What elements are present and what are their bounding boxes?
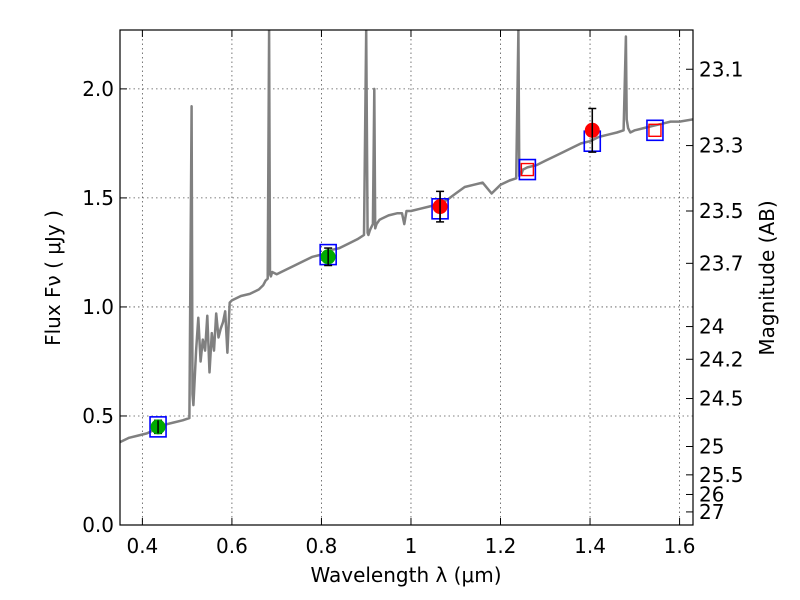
right-tick-label: 23.3	[699, 134, 744, 158]
model-square-marker	[646, 119, 664, 142]
model-square-marker	[149, 416, 167, 438]
right-tick-label: 25	[699, 434, 724, 458]
grid-lines	[120, 30, 693, 526]
spectrum-line	[120, 30, 693, 444]
y-tick-label: 1.5	[82, 186, 114, 210]
x-tick-label: 1	[405, 534, 418, 558]
x-tick-label: 0.6	[216, 534, 248, 558]
y-tick-label: 1.0	[82, 295, 114, 319]
y-tick-label: 0.0	[82, 513, 114, 537]
right-tick-label: 27	[699, 500, 724, 524]
right-tick-label: 25.5	[699, 463, 744, 487]
right-tick-label: 24.5	[699, 387, 744, 411]
right-tick-label: 26	[699, 482, 724, 506]
x-tick-label: 0.4	[126, 534, 158, 558]
y-tick-label: 2.0	[82, 77, 114, 101]
right-axis-label: Magnitude (AB)	[755, 200, 779, 355]
upper-limit-marker	[648, 123, 662, 138]
y-axis-label: Flux Fν ( μJy )	[41, 210, 65, 346]
x-tick-label: 1.2	[485, 534, 517, 558]
x-axis-label: Wavelength λ (μm)	[310, 563, 501, 587]
right-tick-label: 24.2	[699, 347, 744, 371]
right-tick-label: 23.5	[699, 199, 744, 223]
right-tick-label: 23.7	[699, 251, 744, 275]
right-tick-label: 24	[699, 315, 724, 339]
x-tick-label: 1.4	[574, 534, 606, 558]
x-tick-label: 1.6	[664, 534, 696, 558]
upper-limit-marker	[520, 162, 535, 177]
plot-frame	[119, 29, 694, 526]
y-tick-label: 0.5	[82, 404, 114, 428]
plot-area	[120, 30, 693, 444]
x-tick-label: 0.8	[306, 534, 338, 558]
model-square-marker	[518, 158, 537, 181]
axis-ticks: 0.4 0.6 0.8 1 1.2 1.4 1.6 0.0 0.5 1.0 1.5 2.0 23.1 23…	[82, 30, 744, 558]
right-tick-label: 23.1	[699, 57, 744, 81]
